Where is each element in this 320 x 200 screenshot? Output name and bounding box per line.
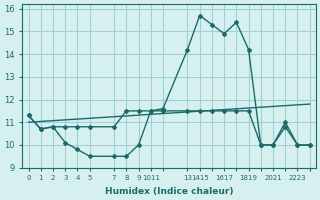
X-axis label: Humidex (Indice chaleur): Humidex (Indice chaleur) [105,187,233,196]
